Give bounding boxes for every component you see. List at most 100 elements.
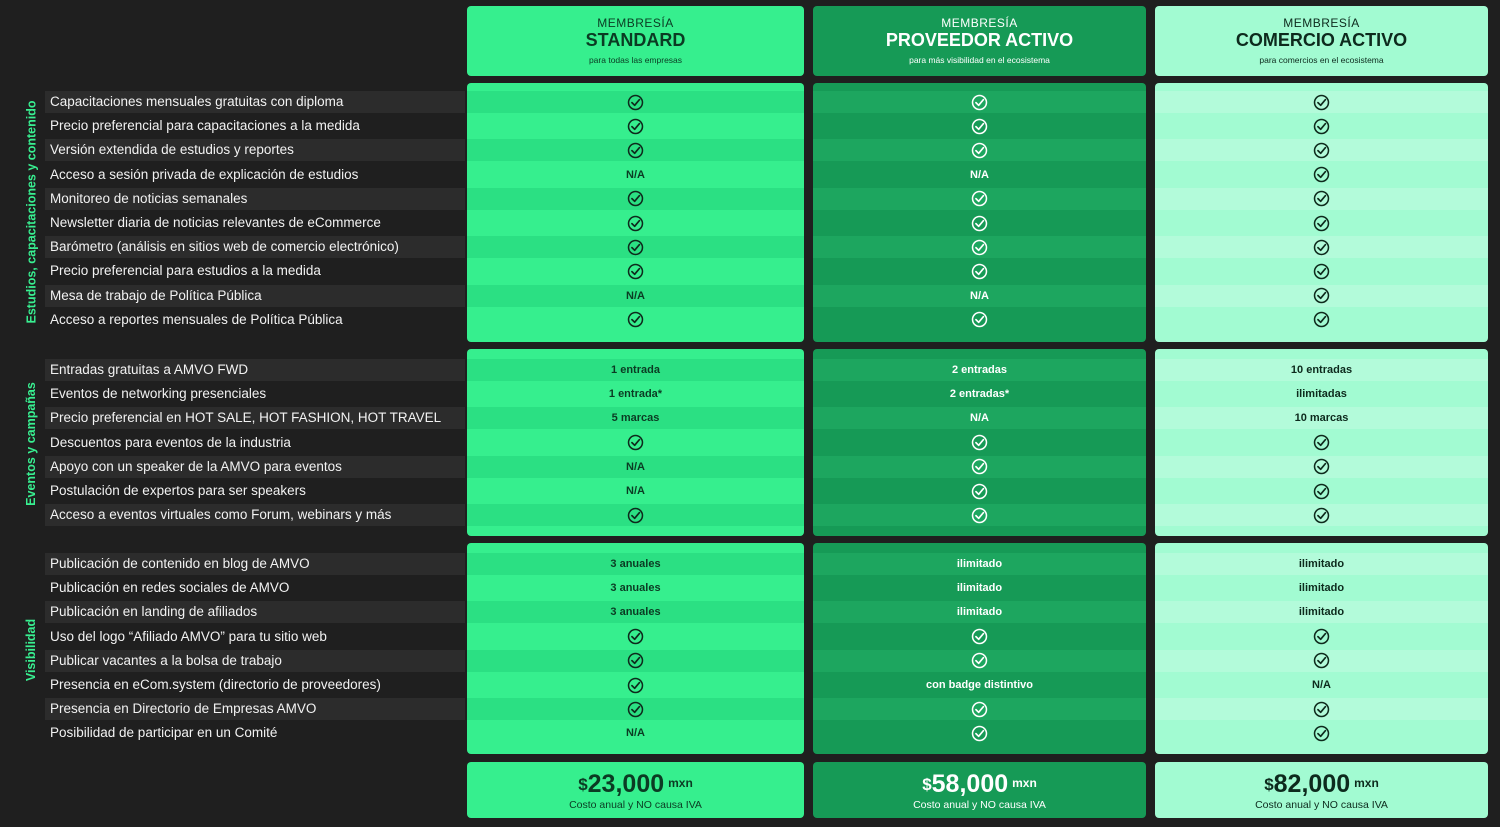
feature-label: Presencia en eCom.system (directorio de …: [50, 677, 381, 692]
check-circle-icon: [1313, 701, 1330, 718]
check-circle-icon: [971, 701, 988, 718]
feature-label: Precio preferencial para capacitaciones …: [50, 118, 360, 134]
value-cell-com: 10 marcas: [1155, 407, 1488, 430]
value-cell-pro: [813, 455, 1146, 478]
value-cell-pro: [813, 504, 1146, 527]
check-circle-icon: [971, 239, 988, 256]
value-cell-std: [467, 309, 804, 331]
check-circle-icon: [1313, 652, 1330, 669]
value-cell-std: N/A: [467, 722, 804, 744]
check-circle-icon: [971, 263, 988, 280]
feature-label: Precio preferencial en HOT SALE, HOT FAS…: [45, 407, 465, 430]
check-circle-icon: [627, 142, 644, 159]
value-cell-com: N/A: [1155, 674, 1488, 696]
value-cell-com: [1155, 115, 1488, 137]
check-circle-icon: [1313, 94, 1330, 111]
check-circle-icon: [1313, 118, 1330, 135]
value-cell-pro: [813, 698, 1146, 721]
value-cell-std: N/A: [467, 455, 804, 478]
price-box-com: $82,000 mxn Costo anual y NO causa IVA: [1155, 762, 1488, 818]
feature-label: Capacitaciones mensuales gratuitas con d…: [45, 91, 465, 113]
value-text: 1 entrada*: [608, 388, 663, 401]
value-cell-pro: [813, 187, 1146, 210]
value-cell-pro: con badge distintivo: [813, 674, 1146, 696]
feature-label: Publicación en redes sociales de AMVO: [50, 580, 290, 596]
value-text: 5 marcas: [611, 412, 660, 425]
check-circle-icon: [627, 701, 644, 718]
feature-label: Newsletter diaria de noticias relevantes…: [50, 215, 381, 230]
value-cell-com: [1155, 504, 1488, 527]
feature-label: Barómetro (análisis en sitios web de com…: [45, 236, 465, 259]
value-text: 1 entrada: [611, 364, 660, 376]
value-cell-com: [1155, 432, 1488, 454]
value-cell-pro: [813, 480, 1146, 502]
value-cell-std: N/A: [467, 164, 804, 186]
check-circle-icon: [971, 458, 988, 475]
value-cell-com: ilimitado: [1155, 577, 1488, 599]
feature-label: Postulación de expertos para ser speaker…: [50, 483, 306, 498]
section-label: Estudios, capacitaciones y contenido: [22, 91, 40, 333]
check-circle-icon: [1313, 287, 1330, 304]
value-cell-com: 10 entradas: [1155, 359, 1488, 381]
value-text: N/A: [970, 168, 989, 181]
value-cell-std: [467, 698, 804, 721]
value-cell-com: [1155, 722, 1488, 744]
price-currency: $: [578, 774, 588, 794]
check-circle-icon: [1313, 311, 1330, 328]
value-cell-com: ilimitado: [1155, 601, 1488, 624]
value-cell-std: 3 anuales: [467, 553, 804, 575]
check-circle-icon: [627, 94, 644, 111]
check-circle-icon: [627, 652, 644, 669]
check-circle-icon: [971, 311, 988, 328]
value-cell-com: [1155, 455, 1488, 478]
plan-kicker: MEMBRESÍA: [1283, 16, 1360, 30]
plan-header-std: MEMBRESÍA STANDARD para todas las empresas: [467, 6, 804, 76]
feature-label: Presencia en Directorio de Empresas AMVO: [45, 698, 465, 721]
value-cell-std: 1 entrada*: [467, 383, 804, 405]
value-cell-std: [467, 236, 804, 259]
value-text: ilimitado: [956, 558, 1003, 570]
price-currency: $: [922, 774, 932, 794]
plan-kicker: MEMBRESÍA: [941, 16, 1018, 30]
check-circle-icon: [627, 628, 644, 645]
value-text: ilimitado: [956, 606, 1003, 619]
value-cell-pro: [813, 260, 1146, 282]
price-box-std: $23,000 mxn Costo anual y NO causa IVA: [467, 762, 804, 818]
value-cell-pro: [813, 91, 1146, 113]
feature-label: Publicación de contenido en blog de AMVO: [45, 553, 465, 575]
feature-label: Acceso a eventos virtuales como Forum, w…: [45, 504, 465, 527]
value-cell-pro: ilimitado: [813, 553, 1146, 575]
value-cell-pro: [813, 649, 1146, 672]
check-circle-icon: [627, 263, 644, 280]
value-text: N/A: [626, 168, 645, 181]
section-label: Eventos y campañas: [22, 359, 40, 528]
price-amount: $58,000 mxn: [922, 770, 1037, 798]
feature-label: Precio preferencial para estudios a la m…: [50, 263, 321, 279]
value-cell-com: [1155, 698, 1488, 721]
value-cell-com: [1155, 480, 1488, 502]
check-circle-icon: [1313, 725, 1330, 742]
check-circle-icon: [971, 215, 988, 232]
price-box-pro: $58,000 mxn Costo anual y NO causa IVA: [813, 762, 1146, 818]
price-unit: mxn: [1012, 775, 1037, 790]
plan-subtitle: para más visibilidad en el ecosistema: [909, 55, 1050, 65]
value-cell-std: [467, 212, 804, 234]
plan-subtitle: para comercios en el ecosistema: [1259, 55, 1384, 65]
feature-label: Entradas gratuitas a AMVO FWD: [45, 359, 465, 381]
value-cell-pro: [813, 212, 1146, 234]
value-cell-com: [1155, 164, 1488, 186]
value-cell-pro: ilimitado: [813, 601, 1146, 624]
value-cell-com: [1155, 187, 1488, 210]
value-cell-std: [467, 260, 804, 282]
price-unit: mxn: [1354, 775, 1379, 790]
check-circle-icon: [627, 507, 644, 524]
feature-label: Posibilidad de participar en un Comité: [50, 725, 278, 741]
value-cell-pro: N/A: [813, 407, 1146, 430]
value-cell-pro: [813, 309, 1146, 331]
value-text: N/A: [970, 412, 989, 425]
check-circle-icon: [971, 142, 988, 159]
value-text: ilimitado: [1298, 558, 1345, 570]
section-label-text: Estudios, capacitaciones y contenido: [24, 100, 39, 324]
value-text: 2 entradas: [951, 364, 1008, 376]
value-cell-com: [1155, 626, 1488, 648]
